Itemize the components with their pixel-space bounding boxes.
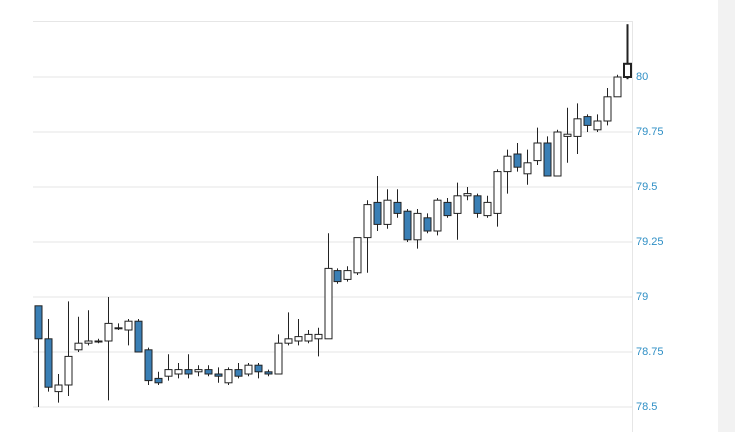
candle-body [184,369,193,375]
candle-body [483,201,492,217]
candle-body [244,364,253,375]
candle-body [343,270,352,280]
candle-body [453,195,462,214]
y-tick-label: 80 [636,71,648,83]
candle-body [154,377,163,384]
candle-body [64,355,73,386]
side-panel [718,0,735,432]
candle-body [493,171,502,214]
y-tick-label: 78.75 [636,346,664,358]
candle-body [294,336,303,342]
candle-body [393,201,402,214]
candle-body [104,322,113,342]
candle-body [84,340,93,344]
candle-body [94,340,103,343]
candle-body [373,201,382,225]
candle-body [383,199,392,225]
candle-body [314,333,323,340]
candle-body [304,333,313,342]
candle-body [164,369,173,377]
candle-body [74,342,83,351]
candle-body [553,131,562,177]
y-tick-label: 79.25 [636,236,664,248]
candle-body [623,62,632,78]
candle-body [234,369,243,377]
candle-body [583,116,592,126]
candle-body [134,320,143,353]
candle-body [224,369,233,384]
candle-body [413,212,422,241]
y-tick-label: 79 [636,291,648,303]
candle-body [353,237,362,274]
candle-body [114,327,123,330]
candle-body [324,267,333,340]
candle-body [264,371,273,375]
candle-body [204,369,213,375]
candle-body [543,142,552,177]
candle-body [503,155,512,173]
candle-body [34,305,43,340]
candle-body [573,118,582,137]
candle-body [403,210,412,241]
candle-body [463,193,472,197]
candle-body [473,195,482,214]
candle-body [194,369,203,373]
candle-body [214,373,223,377]
candle-body [274,342,283,375]
candle-body [423,217,432,232]
candle-body [54,384,63,393]
candle-body [44,338,53,388]
candle-body [433,199,442,232]
candle-body [523,162,532,175]
candle-body [603,96,612,122]
candle-body [593,120,602,131]
candle-body [563,133,572,137]
candle-body [613,76,622,98]
candle-body [174,369,183,375]
candle-body [513,153,522,168]
candle-body [124,320,133,331]
candle-body [254,364,263,373]
y-tick-label: 79.5 [636,181,657,193]
candle-body [333,270,342,283]
y-tick-label: 79.75 [636,126,664,138]
candle-body [284,338,293,344]
candle-body [363,204,372,239]
candle-body [144,349,153,382]
candle-body [443,201,452,217]
candle-body [533,142,542,162]
y-tick-label: 78.5 [636,401,657,413]
